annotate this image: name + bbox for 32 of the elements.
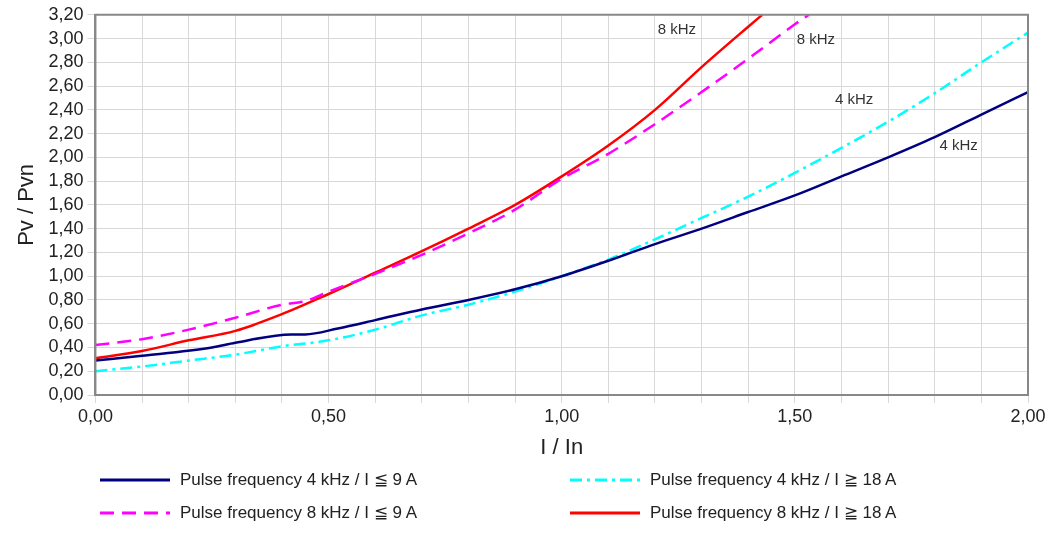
annotation: 8 kHz xyxy=(657,20,697,38)
y-tick-label: 0,00 xyxy=(48,383,84,404)
x-tick-label: 2,00 xyxy=(1010,405,1046,426)
annotation: 4 kHz xyxy=(939,136,978,154)
y-tick-label: 2,60 xyxy=(48,75,84,96)
y-tick-label: 2,80 xyxy=(48,51,84,72)
y-tick-label: 1,40 xyxy=(48,217,84,238)
legend-label: Pulse frequency 8 kHz / I ≧ 18 A xyxy=(650,502,897,523)
y-tick-label: 1,00 xyxy=(48,265,84,286)
y-tick-label: 0,80 xyxy=(48,288,84,309)
x-axis-title: I / In xyxy=(540,433,584,459)
legend-label: Pulse frequency 8 kHz / I ≦ 9 A xyxy=(180,502,418,523)
annotation: 4 kHz xyxy=(834,90,874,108)
y-tick-label: 3,00 xyxy=(48,27,84,48)
legend-label: Pulse frequency 4 kHz / I ≦ 9 A xyxy=(180,469,418,490)
y-tick-label: 0,60 xyxy=(48,312,84,333)
y-tick-label: 2,00 xyxy=(48,146,84,167)
y-tick-label: 2,40 xyxy=(48,98,84,119)
y-tick-label: 1,80 xyxy=(48,170,84,191)
x-tick-label: 1,00 xyxy=(544,405,580,426)
y-axis-title: Pv / Pvn xyxy=(13,163,39,246)
x-tick-label: 1,50 xyxy=(777,405,813,426)
x-tick-label: 0,50 xyxy=(311,405,347,426)
y-tick-label: 2,20 xyxy=(48,122,84,143)
y-tick-label: 1,20 xyxy=(48,241,84,262)
y-tick-label: 1,60 xyxy=(48,193,84,214)
legend-label: Pulse frequency 4 kHz / I ≧ 18 A xyxy=(650,469,897,490)
y-tick-label: 3,20 xyxy=(48,3,84,24)
x-tick-label: 0,00 xyxy=(77,405,113,426)
y-tick-label: 0,20 xyxy=(48,360,84,381)
y-tick-label: 0,40 xyxy=(48,336,84,357)
annotation: 8 kHz xyxy=(796,29,836,47)
